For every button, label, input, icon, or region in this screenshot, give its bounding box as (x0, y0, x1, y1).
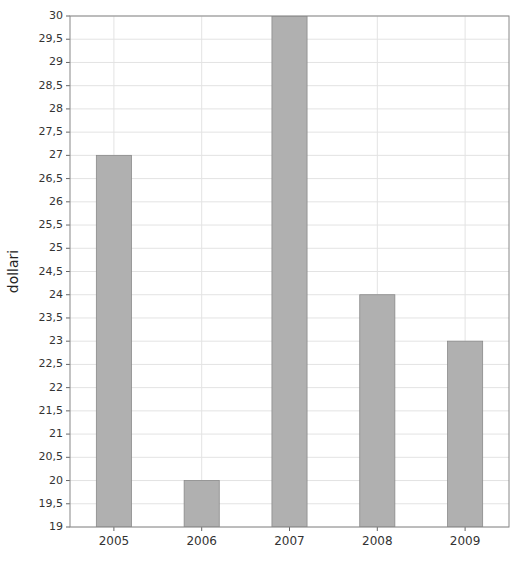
bars (96, 16, 482, 527)
tick-label: 2005 (99, 534, 130, 548)
tick-mark (66, 364, 70, 365)
tick-label: 20,5 (39, 450, 64, 463)
tick-label: 22,5 (39, 357, 64, 370)
tick-label: 25 (49, 241, 63, 254)
tick-label: 26 (49, 195, 63, 208)
tick-mark (66, 108, 70, 109)
tick-mark (66, 527, 70, 528)
tick-label: 21,5 (39, 404, 64, 417)
tick-mark (66, 480, 70, 481)
tick-label: 27 (49, 148, 63, 161)
tick-mark (66, 155, 70, 156)
tick-label: 2006 (186, 534, 217, 548)
tick-label: 19 (49, 520, 63, 533)
tick-mark (66, 387, 70, 388)
tick-label: 25,5 (39, 218, 64, 231)
grid-line (201, 16, 202, 527)
bar (272, 16, 307, 527)
page: {"chart_data": {"type": "bar", "y_label"… (0, 0, 525, 567)
tick-label: 19,5 (39, 497, 64, 510)
tick-mark (66, 16, 70, 17)
tick-mark (66, 294, 70, 295)
tick-label: 27,5 (39, 125, 64, 138)
tick-label: 2007 (274, 534, 305, 548)
tick-mark (66, 434, 70, 435)
tick-label: 26,5 (39, 172, 64, 185)
tick-mark (66, 201, 70, 202)
plot-frame (70, 16, 509, 527)
tick-label: 2009 (450, 534, 481, 548)
tick-mark (66, 178, 70, 179)
tick-label: 24,5 (39, 265, 64, 278)
tick-label: 21 (49, 427, 63, 440)
tick-mark (66, 39, 70, 40)
tick-label: 23 (49, 334, 63, 347)
tick-mark (66, 341, 70, 342)
tick-mark (66, 85, 70, 86)
tick-mark (66, 503, 70, 504)
plot-background (70, 16, 509, 527)
tick-mark (201, 527, 202, 531)
tick-label: 23,5 (39, 311, 64, 324)
grid (70, 16, 509, 527)
tick-label: 29 (49, 55, 63, 68)
tick-label: 20 (49, 474, 63, 487)
tick-label: 24 (49, 288, 63, 301)
bar (96, 155, 131, 527)
x-axis: 2005 2006 2007 2008 2009 (99, 527, 481, 548)
tick-mark (113, 527, 114, 531)
tick-mark (289, 527, 290, 531)
tick-mark (66, 132, 70, 133)
tick-mark (66, 62, 70, 63)
tick-mark (377, 527, 378, 531)
tick-mark (66, 225, 70, 226)
y-axis: 19 19,5 20 20,5 21 21,5 22 22,5 23 23,5 24 24,5 25 25… (39, 9, 71, 533)
tick-label: 28 (49, 102, 63, 115)
tick-label: 2008 (362, 534, 393, 548)
bar (360, 295, 395, 527)
tick-label: 28,5 (39, 79, 64, 92)
tick-mark (66, 248, 70, 249)
tick-mark (465, 527, 466, 531)
bar (448, 341, 483, 527)
tick-label: 29,5 (39, 32, 64, 45)
tick-mark (66, 317, 70, 318)
tick-mark (66, 271, 70, 272)
tick-mark (66, 457, 70, 458)
bar (184, 481, 219, 527)
tick-mark (66, 410, 70, 411)
chart: 19 19,5 20 20,5 21 21,5 22 22,5 23 23,5 24 24,5 25 25… (0, 0, 525, 567)
y-axis-label: dollari (5, 250, 21, 293)
tick-label: 30 (49, 9, 63, 22)
tick-label: 22 (49, 381, 63, 394)
